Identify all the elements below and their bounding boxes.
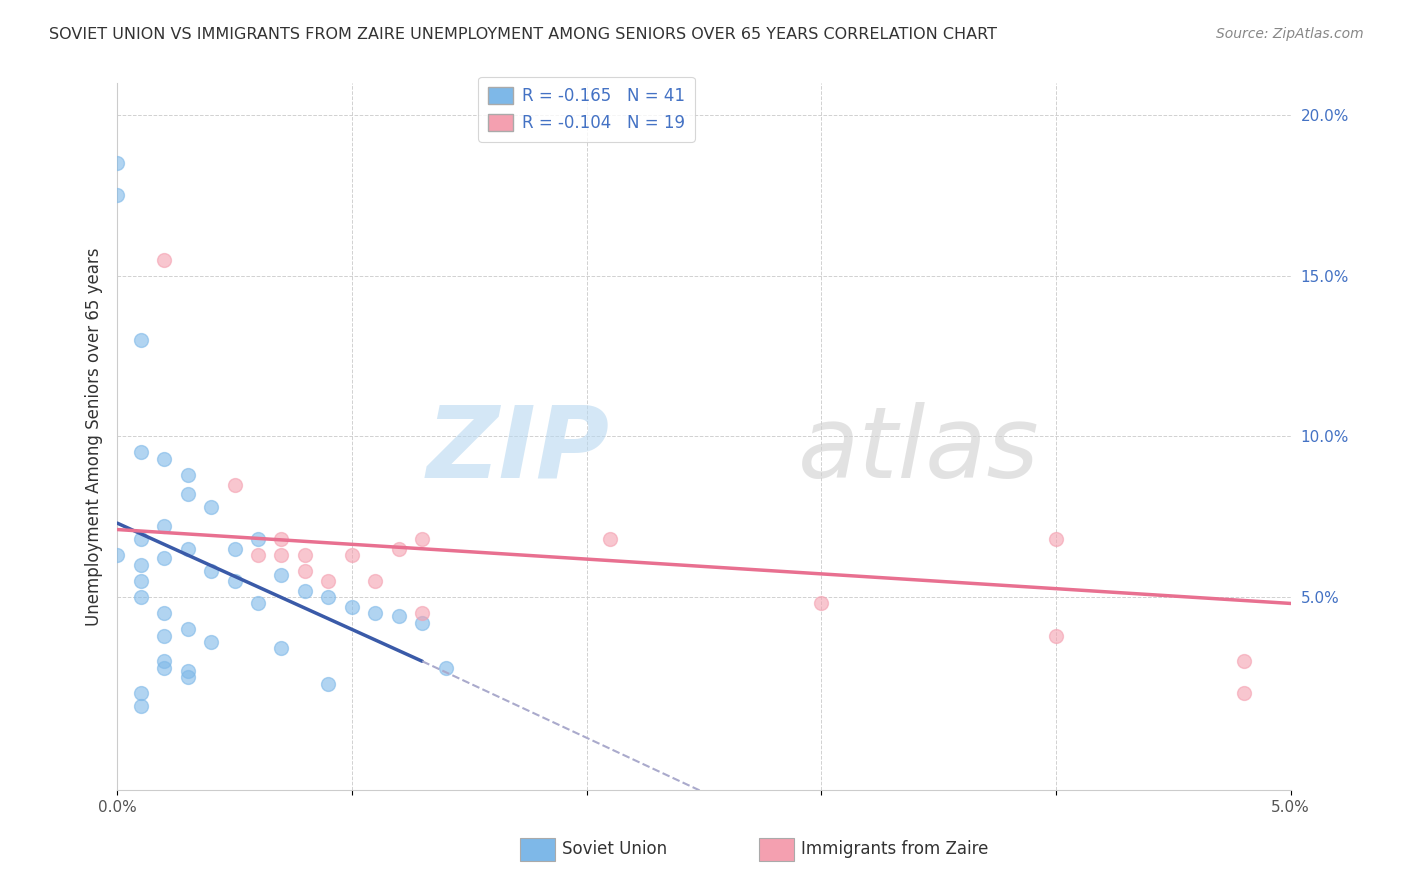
Text: Source: ZipAtlas.com: Source: ZipAtlas.com (1216, 27, 1364, 41)
Point (176, 670, 198, 684)
Point (224, 541, 246, 556)
Point (224, 574, 246, 588)
Text: Immigrants from Zaire: Immigrants from Zaire (801, 840, 988, 858)
Point (224, 477, 246, 491)
Point (105, 188, 128, 202)
Point (294, 564, 316, 578)
Point (270, 567, 292, 582)
Point (153, 654, 176, 668)
Point (129, 590, 152, 604)
Point (200, 564, 222, 578)
Point (153, 629, 176, 643)
Text: Soviet Union: Soviet Union (562, 840, 668, 858)
Point (176, 622, 198, 636)
Point (1233, 686, 1256, 700)
Point (270, 548, 292, 562)
Point (340, 548, 363, 562)
Point (247, 532, 270, 546)
Point (1045, 532, 1067, 546)
Legend: R = -0.165   N = 41, R = -0.104   N = 19: R = -0.165 N = 41, R = -0.104 N = 19 (478, 77, 695, 142)
Point (176, 664, 198, 678)
Point (294, 583, 316, 598)
Text: ZIP: ZIP (427, 402, 610, 499)
Point (129, 574, 152, 588)
Point (153, 551, 176, 566)
Point (153, 451, 176, 466)
Point (411, 532, 433, 546)
Point (1233, 654, 1256, 668)
Point (247, 548, 270, 562)
Point (318, 677, 340, 691)
Point (129, 532, 152, 546)
Point (318, 574, 340, 588)
Point (247, 597, 270, 611)
Point (129, 699, 152, 714)
Point (129, 445, 152, 459)
Point (1045, 629, 1067, 643)
Point (434, 661, 457, 675)
Point (318, 590, 340, 604)
Point (153, 606, 176, 620)
Point (129, 558, 152, 572)
Point (105, 548, 128, 562)
Point (340, 599, 363, 614)
Point (810, 597, 832, 611)
Point (388, 609, 411, 624)
Point (176, 487, 198, 501)
Point (364, 574, 387, 588)
Point (153, 252, 176, 267)
Point (411, 606, 433, 620)
Point (294, 548, 316, 562)
Point (153, 661, 176, 675)
Point (599, 532, 621, 546)
Point (129, 333, 152, 347)
Point (200, 500, 222, 514)
Point (364, 606, 387, 620)
Point (129, 686, 152, 700)
Point (176, 541, 198, 556)
Text: SOVIET UNION VS IMMIGRANTS FROM ZAIRE UNEMPLOYMENT AMONG SENIORS OVER 65 YEARS C: SOVIET UNION VS IMMIGRANTS FROM ZAIRE UN… (49, 27, 997, 42)
Point (388, 541, 411, 556)
Point (270, 641, 292, 656)
Point (200, 635, 222, 649)
Point (270, 532, 292, 546)
Point (105, 156, 128, 170)
Point (153, 519, 176, 533)
Point (411, 615, 433, 630)
Text: atlas: atlas (797, 402, 1039, 499)
Point (176, 467, 198, 482)
Y-axis label: Unemployment Among Seniors over 65 years: Unemployment Among Seniors over 65 years (86, 247, 103, 625)
